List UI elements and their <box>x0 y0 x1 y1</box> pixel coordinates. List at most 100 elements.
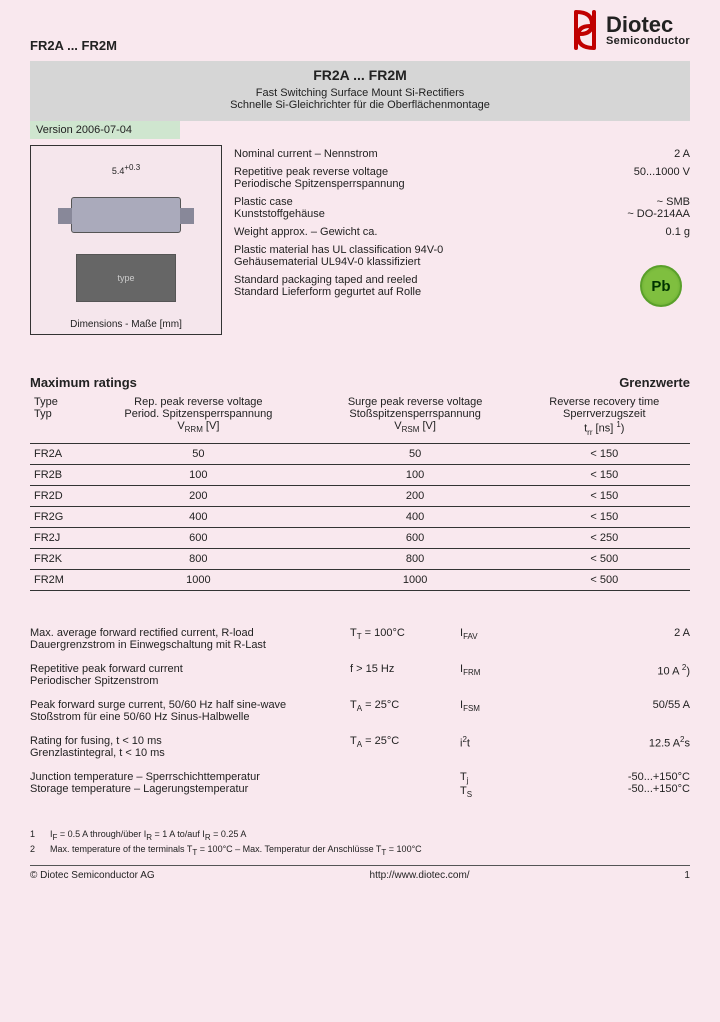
table-cell: 1000 <box>312 569 519 590</box>
spec-row: Nominal current – Nennstrom 2 A <box>234 145 690 163</box>
char-condition <box>350 771 460 799</box>
ratings-table: TypeTypRep. peak reverse voltagePeriod. … <box>30 394 690 591</box>
table-row: FR2K800800< 500 <box>30 548 690 569</box>
table-row: FR2M10001000< 500 <box>30 569 690 590</box>
table-cell: FR2K <box>30 548 85 569</box>
pb-text: Pb <box>651 278 670 295</box>
title-sub2: Schnelle Si-Gleichrichter für die Oberfl… <box>40 99 680 111</box>
footnote: 1IF = 0.5 A through/über IR = 1 A to/auf… <box>30 829 690 842</box>
char-value: 2 A <box>520 627 690 651</box>
footnote-num: 2 <box>30 844 42 857</box>
characteristic-row: Max. average forward rectified current, … <box>30 627 690 651</box>
table-cell: 400 <box>312 506 519 527</box>
footnotes: 1IF = 0.5 A through/über IR = 1 A to/auf… <box>30 829 690 857</box>
char-symbol: IFRM <box>460 663 520 687</box>
char-desc: Junction temperature – Sperrschichttempe… <box>30 771 350 799</box>
dim-width: 5.4+0.3 <box>112 163 140 176</box>
char-value: 10 A 2) <box>520 663 690 687</box>
table-row: FR2G400400< 150 <box>30 506 690 527</box>
char-value: -50...+150°C-50...+150°C <box>520 771 690 799</box>
title-block: FR2A ... FR2M Fast Switching Surface Mou… <box>30 61 690 121</box>
table-cell: 200 <box>312 485 519 506</box>
table-cell: 100 <box>312 464 519 485</box>
char-desc: Repetitive peak forward currentPeriodisc… <box>30 663 350 687</box>
table-cell: < 150 <box>519 464 690 485</box>
char-condition: TT = 100°C <box>350 627 460 651</box>
logo-text-bottom: Semiconductor <box>606 36 690 47</box>
spec-row: Repetitive peak reverse voltagePeriodisc… <box>234 163 690 193</box>
table-cell: < 150 <box>519 485 690 506</box>
logo-glyph-icon <box>570 10 600 50</box>
table-cell: FR2A <box>30 443 85 464</box>
table-cell: FR2J <box>30 527 85 548</box>
table-cell: 800 <box>312 548 519 569</box>
characteristic-row: Repetitive peak forward currentPeriodisc… <box>30 663 690 687</box>
table-cell: 1000 <box>85 569 312 590</box>
table-cell: < 150 <box>519 443 690 464</box>
char-desc: Max. average forward rectified current, … <box>30 627 350 651</box>
spec-label: Repetitive peak reverse voltagePeriodisc… <box>234 166 405 190</box>
table-cell: FR2M <box>30 569 85 590</box>
table-row: FR2A5050< 150 <box>30 443 690 464</box>
table-cell: < 250 <box>519 527 690 548</box>
characteristic-row: Peak forward surge current, 50/60 Hz hal… <box>30 699 690 723</box>
table-cell: FR2B <box>30 464 85 485</box>
spec-row: Plastic caseKunststoffgehäuse~ SMB~ DO-2… <box>234 193 690 223</box>
version-label: Version 2006-07-04 <box>30 121 180 139</box>
char-symbol: i2t <box>460 735 520 759</box>
footer-page-number: 1 <box>684 870 690 881</box>
char-symbol: TjTS <box>460 771 520 799</box>
char-condition: f > 15 Hz <box>350 663 460 687</box>
table-cell: 600 <box>85 527 312 548</box>
table-row: FR2J600600< 250 <box>30 527 690 548</box>
overview-section: 5.4+0.3 type Dimensions - Maße [mm] Nomi… <box>10 139 710 335</box>
lead-free-badge: Pb <box>640 265 682 307</box>
table-cell: < 500 <box>519 548 690 569</box>
table-cell: < 150 <box>519 506 690 527</box>
spec-value: 50...1000 V <box>634 166 690 190</box>
char-condition: TA = 25°C <box>350 699 460 723</box>
specs-list: Nominal current – Nennstrom 2 A Repetitive… <box>234 145 690 301</box>
company-logo: Diotec Semiconductor <box>570 10 690 50</box>
table-cell: FR2G <box>30 506 85 527</box>
table-row: FR2D200200< 150 <box>30 485 690 506</box>
ratings-column-header: Rep. peak reverse voltagePeriod. Spitzen… <box>85 394 312 443</box>
spec-row: Standard packaging taped and reeledStand… <box>234 271 690 301</box>
spec-row: Weight approx. – Gewicht ca.0.1 g <box>234 223 690 241</box>
package-top-view <box>71 197 181 233</box>
spec-label: Standard packaging taped and reeledStand… <box>234 274 421 298</box>
characteristic-row: Rating for fusing, t < 10 msGrenzlastint… <box>30 735 690 759</box>
ratings-title-right: Grenzwerte <box>619 375 690 390</box>
title-sub1: Fast Switching Surface Mount Si-Rectifie… <box>40 87 680 99</box>
table-cell: FR2D <box>30 485 85 506</box>
footnote-text: IF = 0.5 A through/über IR = 1 A to/auf … <box>50 829 246 842</box>
title-main: FR2A ... FR2M <box>40 67 680 83</box>
ratings-column-header: Reverse recovery timeSperrverzugszeittrr… <box>519 394 690 443</box>
datasheet-page: FR2A ... FR2M Diotec Semiconductor FR2A … <box>10 10 710 881</box>
spec-row: Plastic material has UL classification 9… <box>234 241 690 271</box>
char-desc: Peak forward surge current, 50/60 Hz hal… <box>30 699 350 723</box>
dimensions-figure: 5.4+0.3 type Dimensions - Maße [mm] <box>30 145 222 335</box>
ratings-heading-row: Maximum ratings Grenzwerte <box>30 375 690 390</box>
footnote: 2Max. temperature of the terminals TT = … <box>30 844 690 857</box>
char-value: 50/55 A <box>520 699 690 723</box>
ratings-column-header: Surge peak reverse voltageStoßspitzenspe… <box>312 394 519 443</box>
char-symbol: IFAV <box>460 627 520 651</box>
table-cell: 50 <box>85 443 312 464</box>
part-number-heading: FR2A ... FR2M <box>30 10 117 53</box>
package-marking: type <box>117 273 134 283</box>
dimensions-caption: Dimensions - Maße [mm] <box>31 319 221 334</box>
page-footer: © Diotec Semiconductor AG http://www.dio… <box>30 865 690 881</box>
char-condition: TA = 25°C <box>350 735 460 759</box>
table-row: FR2B100100< 150 <box>30 464 690 485</box>
table-cell: 100 <box>85 464 312 485</box>
package-side-view: type <box>76 254 176 302</box>
spec-label: Plastic material has UL classification 9… <box>234 244 443 268</box>
spec-value: 2 A <box>674 148 690 160</box>
footer-copyright: © Diotec Semiconductor AG <box>30 870 155 881</box>
spec-label: Plastic caseKunststoffgehäuse <box>234 196 325 220</box>
table-cell: 800 <box>85 548 312 569</box>
spec-label: Weight approx. – Gewicht ca. <box>234 226 377 238</box>
spec-label: Nominal current – Nennstrom <box>234 148 378 160</box>
char-symbol: IFSM <box>460 699 520 723</box>
